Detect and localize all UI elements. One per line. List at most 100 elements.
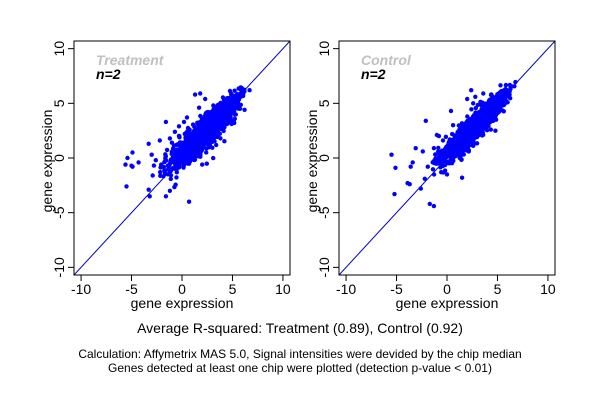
- data-point: [240, 87, 245, 93]
- x-tick-label: 5: [229, 281, 237, 297]
- data-point: [224, 96, 230, 101]
- outlier-point: [203, 96, 208, 102]
- data-point: [442, 168, 448, 173]
- x-axis-label: gene expression: [131, 295, 234, 311]
- data-point: [464, 142, 469, 147]
- data-point: [227, 117, 233, 123]
- x-tick-label: -5: [390, 281, 403, 297]
- x-tick-label: 10: [540, 281, 556, 297]
- outlier-point: [149, 152, 154, 157]
- data-point: [466, 122, 472, 128]
- data-point: [213, 117, 218, 123]
- data-point: [460, 128, 465, 133]
- sample-size-label: n=2: [361, 66, 386, 82]
- outlier-point: [231, 97, 236, 103]
- data-point: [158, 170, 163, 175]
- data-point: [192, 132, 198, 137]
- data-point: [223, 114, 229, 119]
- data-point: [218, 111, 223, 117]
- data-point: [210, 131, 216, 136]
- data-point: [465, 118, 470, 124]
- data-point: [198, 127, 203, 132]
- outlier-point: [153, 158, 158, 163]
- outlier-point: [172, 129, 178, 134]
- x-tick-label: -10: [336, 281, 356, 297]
- data-point: [179, 142, 184, 148]
- data-point: [448, 159, 453, 164]
- outlier-point: [157, 138, 162, 143]
- data-point: [216, 108, 221, 113]
- data-point: [433, 152, 438, 157]
- data-point: [205, 139, 210, 145]
- data-point: [496, 108, 501, 113]
- data-point: [459, 157, 464, 162]
- data-point: [207, 115, 212, 120]
- data-point: [465, 114, 470, 119]
- outlier-point: [181, 119, 187, 125]
- data-point: [478, 123, 484, 129]
- data-point: [465, 132, 471, 137]
- data-point: [192, 144, 197, 149]
- outlier-point: [198, 91, 203, 96]
- data-point: [213, 134, 219, 139]
- data-point: [236, 103, 242, 109]
- outlier-point: [420, 149, 425, 154]
- data-point: [198, 113, 203, 119]
- outlier-point: [469, 88, 474, 93]
- x-tick-label: -5: [125, 281, 138, 297]
- data-point: [459, 121, 465, 126]
- data-point: [469, 142, 474, 148]
- outlier-point: [124, 184, 129, 189]
- outlier-point: [218, 136, 223, 141]
- data-point: [474, 132, 480, 138]
- data-point: [500, 108, 505, 113]
- data-point: [165, 167, 171, 172]
- x-axis-label: gene expression: [396, 295, 499, 311]
- data-point: [211, 155, 216, 161]
- y-tick-label: 10: [51, 41, 67, 57]
- outlier-point: [471, 101, 476, 106]
- data-point: [225, 111, 231, 116]
- data-point: [469, 107, 474, 112]
- data-point: [512, 84, 517, 89]
- data-point: [176, 151, 181, 157]
- data-point: [436, 145, 441, 151]
- data-point: [165, 172, 171, 177]
- outlier-point: [192, 92, 198, 97]
- data-point: [491, 118, 496, 124]
- data-point: [198, 135, 203, 141]
- outlier-point: [176, 124, 182, 129]
- outlier-point: [184, 115, 190, 120]
- x-tick-label: 0: [443, 281, 451, 297]
- outlier-point: [167, 188, 173, 193]
- data-point: [488, 92, 494, 98]
- outlier-point: [163, 119, 169, 125]
- y-tick-label: 5: [316, 99, 332, 107]
- scatter-points: [123, 85, 252, 204]
- data-point: [170, 159, 176, 164]
- x-tick-label: -10: [71, 281, 91, 297]
- data-point: [192, 157, 198, 162]
- outlier-point: [130, 150, 135, 155]
- sample-size-label: n=2: [96, 66, 121, 82]
- data-point: [479, 107, 485, 113]
- data-point: [174, 166, 180, 171]
- outlier-point: [211, 103, 216, 108]
- data-point: [214, 114, 219, 119]
- outlier-point: [136, 160, 141, 165]
- data-point: [222, 123, 227, 128]
- data-point: [168, 176, 173, 182]
- data-point: [242, 107, 247, 113]
- outlier-point: [440, 138, 446, 143]
- outlier-point: [408, 164, 413, 169]
- outlier-point: [146, 141, 151, 146]
- x-tick-label: 0: [178, 281, 186, 297]
- data-point: [235, 91, 240, 97]
- data-point: [186, 142, 191, 147]
- outlier-point: [418, 186, 423, 191]
- outlier-point: [431, 203, 437, 209]
- data-point: [229, 105, 234, 110]
- data-point: [473, 112, 478, 118]
- data-point: [503, 82, 509, 88]
- data-point: [204, 150, 209, 155]
